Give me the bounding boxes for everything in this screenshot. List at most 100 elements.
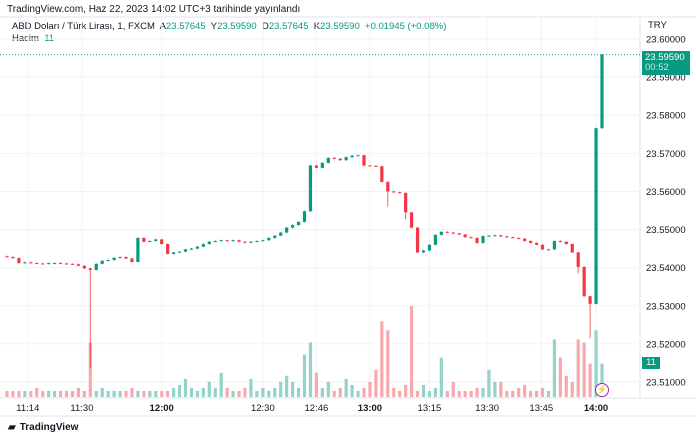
candle-body xyxy=(588,296,592,304)
candle-body xyxy=(106,260,110,262)
volume-bar xyxy=(463,390,467,397)
price-tick-label: 23.54000 xyxy=(646,263,686,274)
volume-bar xyxy=(201,387,205,397)
candle-body xyxy=(243,241,247,243)
volume-bar xyxy=(415,390,420,397)
volume-bar xyxy=(100,387,104,397)
volume-bar xyxy=(493,381,497,397)
change-value: +0.01945 (+0.08%) xyxy=(365,21,447,32)
volume-bar xyxy=(5,390,9,397)
candle-body xyxy=(368,165,372,167)
candle-body xyxy=(439,231,443,235)
candle-body xyxy=(118,256,122,258)
volume-bar xyxy=(166,390,170,397)
volume-bar xyxy=(588,363,592,397)
candle-body xyxy=(11,256,15,259)
candle-body xyxy=(487,235,491,237)
candle-body xyxy=(261,240,265,242)
candle-body xyxy=(338,158,342,161)
volume-bar xyxy=(439,357,443,397)
volume-bar xyxy=(320,387,324,397)
time-tick-label: 13:45 xyxy=(529,403,553,414)
volume-bar xyxy=(457,390,461,397)
candle-body xyxy=(291,224,295,228)
candle-body xyxy=(285,227,289,233)
candle-body xyxy=(177,251,182,253)
candle-body xyxy=(320,162,324,168)
time-tick-label: 11:14 xyxy=(16,403,39,414)
time-tick-label: 12:46 xyxy=(305,403,329,414)
candle-body xyxy=(112,257,116,261)
published-caption: TradingView.com, Haz 22, 2023 14:02 UTC+… xyxy=(7,4,301,15)
volume-bar xyxy=(392,387,396,397)
volume-bar xyxy=(17,390,21,397)
candle-body xyxy=(576,252,580,267)
candle-body xyxy=(427,244,432,251)
volume-bar xyxy=(112,390,116,397)
candle-body xyxy=(546,249,551,251)
volume-bar xyxy=(374,369,378,397)
symbol-name[interactable]: ABD Doları / Türk Lirası, 1, FXCM xyxy=(12,21,155,32)
candle-body xyxy=(499,235,503,237)
time-tick-label: 13:15 xyxy=(418,403,442,414)
candle-body xyxy=(314,165,318,168)
volume-bar xyxy=(142,390,146,397)
candle-body xyxy=(255,240,259,242)
volume-bar xyxy=(451,381,455,397)
close-value: 23.59590 xyxy=(320,21,360,32)
volume-bar xyxy=(207,381,211,397)
volume-bar xyxy=(237,390,241,397)
volume-bar xyxy=(421,384,426,397)
candle-body xyxy=(273,235,277,238)
volume-bar xyxy=(213,387,217,397)
volume-bar xyxy=(23,390,27,397)
volume-bar xyxy=(546,390,551,397)
candle-body xyxy=(582,266,586,297)
candle-body xyxy=(237,240,241,242)
volume-bar xyxy=(386,330,390,397)
volume-bar xyxy=(219,372,223,397)
candle-body xyxy=(326,157,330,163)
volume-bar xyxy=(469,390,473,397)
volume-bar xyxy=(47,390,51,397)
volume-bar xyxy=(267,390,271,397)
candle-body xyxy=(451,232,455,234)
candle-body xyxy=(53,263,57,265)
candle-body xyxy=(463,234,467,238)
time-tick-label: 13:30 xyxy=(475,403,499,414)
volume-bar xyxy=(326,381,330,397)
candle-body xyxy=(457,233,461,235)
volume-bar xyxy=(88,342,92,397)
volume-bar xyxy=(511,390,515,397)
price-tick-label: 23.57000 xyxy=(646,149,686,160)
last-price-tag: 23.59590 00:52 xyxy=(642,51,690,75)
candle-body xyxy=(100,260,104,264)
low-value: 23.57645 xyxy=(268,21,309,32)
volume-bar xyxy=(279,381,283,397)
volume-bar xyxy=(41,390,45,397)
volume-bar xyxy=(332,390,336,397)
candle-body xyxy=(404,192,408,213)
candle-body xyxy=(433,234,437,245)
lightning-icon[interactable]: ⚡ xyxy=(595,383,609,397)
candle-body xyxy=(392,191,396,193)
candle-body xyxy=(70,263,75,265)
volume-bar xyxy=(487,369,491,397)
candle-body xyxy=(398,192,402,194)
candle-body xyxy=(558,240,562,242)
volume-bar xyxy=(130,387,134,397)
candle-body xyxy=(213,240,217,242)
price-tick-label: 23.51000 xyxy=(646,377,686,388)
volume-bar xyxy=(124,390,128,397)
volume-bar xyxy=(600,363,604,397)
candle-body xyxy=(29,262,33,264)
candle-body xyxy=(94,263,98,270)
volume-bar xyxy=(172,387,176,397)
volume-bar xyxy=(291,381,295,397)
volume-bar xyxy=(564,375,568,397)
volume-bar xyxy=(445,390,449,397)
candle-body xyxy=(249,241,253,243)
candle-body xyxy=(600,54,604,129)
volume-bar xyxy=(344,378,348,397)
